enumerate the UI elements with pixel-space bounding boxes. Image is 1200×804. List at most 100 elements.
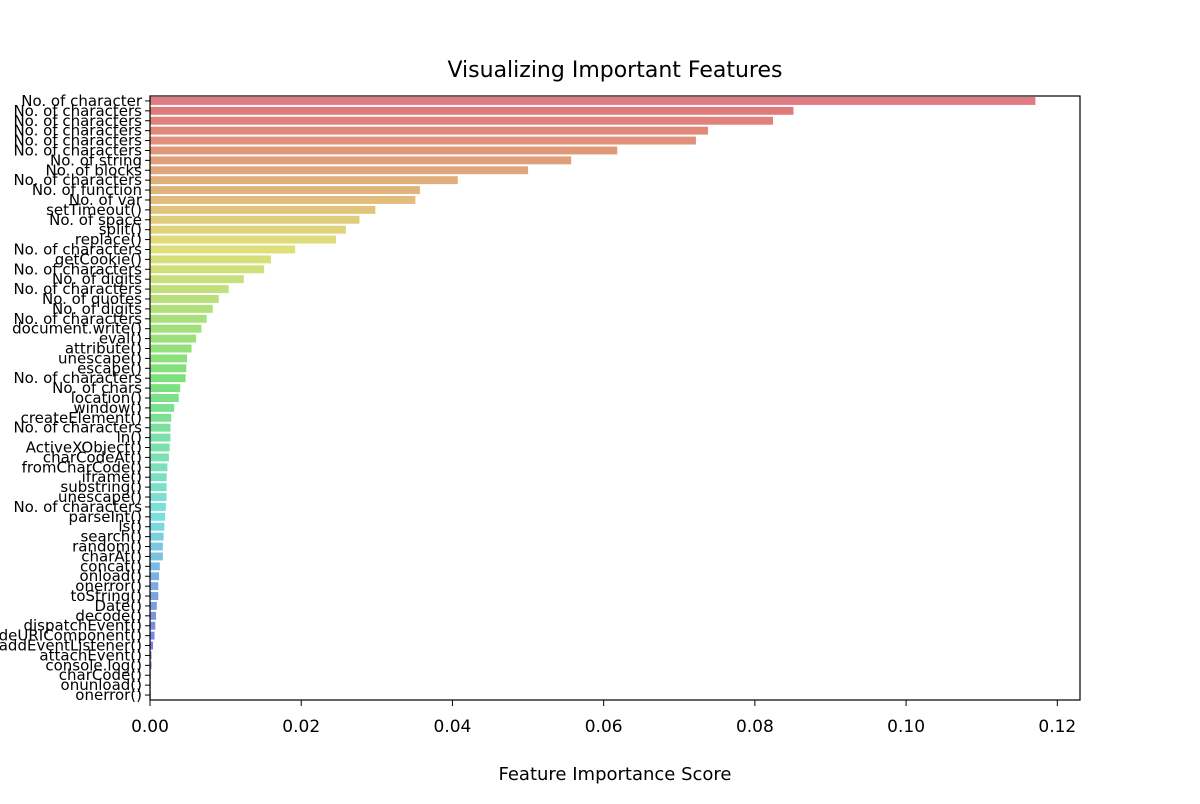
y-tick-label: Date(): [94, 597, 142, 615]
bar: [150, 136, 696, 145]
y-tick-label: decode(): [75, 607, 142, 625]
x-tick-label: 0.04: [434, 717, 472, 737]
bar: [150, 176, 458, 185]
bar: [150, 631, 155, 640]
y-tick-label: eval(): [99, 330, 142, 348]
y-tick-label: split(): [99, 221, 142, 239]
bar: [150, 463, 168, 472]
bar: [150, 146, 618, 155]
y-tick-label: createElement(): [21, 409, 142, 427]
chart-title: Visualizing Important Features: [447, 58, 782, 83]
y-tick-label: window(): [73, 399, 142, 417]
bar: [150, 344, 192, 353]
bar: [150, 493, 167, 501]
y-tick-label: onerror(): [75, 577, 142, 595]
bar: [150, 275, 244, 284]
bar: [150, 483, 167, 492]
x-tick-label: 0.00: [131, 717, 169, 737]
y-tick-label: No. of characters: [13, 498, 142, 516]
y-tick-label: No. of characters: [13, 102, 142, 120]
x-tick-label: 0.12: [1038, 717, 1076, 737]
bar: [150, 225, 346, 234]
plot-frame: [149, 95, 1081, 701]
y-tick-label: escape(): [77, 359, 142, 377]
x-tick-label: 0.02: [282, 717, 320, 737]
bar: [150, 196, 416, 204]
y-tick-label: No. of characters: [13, 141, 142, 159]
bar: [150, 532, 164, 541]
bar: [150, 433, 171, 442]
y-tick-label: No. of digits: [52, 300, 142, 318]
y-tick-label: document.write(): [12, 320, 142, 338]
y-tick-label: No. of characters: [13, 419, 142, 437]
x-tick-label: 0.06: [585, 717, 623, 737]
bar: [150, 245, 296, 254]
y-tick-label: charCodeAt(): [43, 448, 142, 466]
y-tick-label: substring(): [60, 478, 142, 496]
bar: [150, 443, 170, 452]
bar: [150, 156, 572, 165]
y-tick-label: charAt(): [81, 547, 142, 565]
bar: [150, 473, 167, 482]
y-tick-label: No. of characters: [13, 310, 142, 328]
bar: [150, 542, 163, 551]
y-tick-label: setTimeout(): [46, 201, 142, 219]
bar: [150, 295, 219, 303]
y-tick-label: location(): [71, 389, 142, 407]
bar: [150, 512, 166, 521]
bar: [150, 522, 165, 531]
y-tick-label: onerror(): [75, 686, 142, 704]
bar: [150, 354, 188, 363]
y-tick-label: getCookie(): [55, 250, 142, 268]
bar: [150, 413, 172, 422]
bar: [150, 186, 420, 195]
bar: [150, 552, 163, 561]
y-tick-label: onunload(): [61, 676, 142, 694]
y-tick-label: No. of characters: [13, 132, 142, 150]
y-tick-label: onload(): [80, 567, 142, 585]
bar: [150, 562, 160, 571]
y-tick-label: toString(): [70, 587, 142, 605]
y-tick-label: random(): [72, 538, 142, 556]
y-tick-label: ls(): [118, 518, 142, 536]
y-tick-label: parseInt(): [69, 508, 142, 526]
y-tick-label: No. of characters: [13, 112, 142, 130]
y-tick-label: No. of digits: [52, 270, 142, 288]
y-tick-label: No. of quotes: [42, 290, 142, 308]
y-tick-label: ActiveXObject(): [26, 439, 142, 457]
y-tick-label: addEventListener(): [0, 637, 142, 655]
bars-group: [150, 96, 1036, 700]
y-tick-label: No. of space: [49, 211, 142, 229]
bar: [150, 384, 181, 393]
y-tick-label: unescape(): [58, 488, 142, 506]
bar: [150, 324, 202, 333]
y-tick-label: No. of characters: [13, 122, 142, 140]
bar: [150, 265, 265, 274]
bar: [150, 572, 160, 581]
y-tick-label: fromCharCode(): [22, 458, 142, 476]
bar: [150, 592, 159, 600]
y-tick-label: attachEvent(): [39, 646, 142, 664]
bar: [150, 453, 169, 462]
y-tick-label: No. of characters: [13, 280, 142, 298]
y-tick-label: No. of characters: [13, 260, 142, 278]
bar: [150, 334, 197, 343]
bar: [150, 96, 1036, 105]
bar: [150, 285, 229, 294]
bar: [150, 255, 271, 264]
bar: [150, 314, 207, 323]
y-tick-label: No. of string: [50, 151, 142, 169]
bar: [150, 106, 794, 115]
bar: [150, 621, 156, 630]
bar: [150, 601, 157, 610]
y-tick-label: iframe(): [82, 468, 142, 486]
bar: [150, 611, 157, 620]
x-tick-label: 0.08: [736, 717, 774, 737]
bar: [150, 403, 175, 412]
y-tick-label: attribute(): [65, 339, 142, 357]
bar: [150, 166, 529, 175]
bar: [150, 394, 179, 402]
